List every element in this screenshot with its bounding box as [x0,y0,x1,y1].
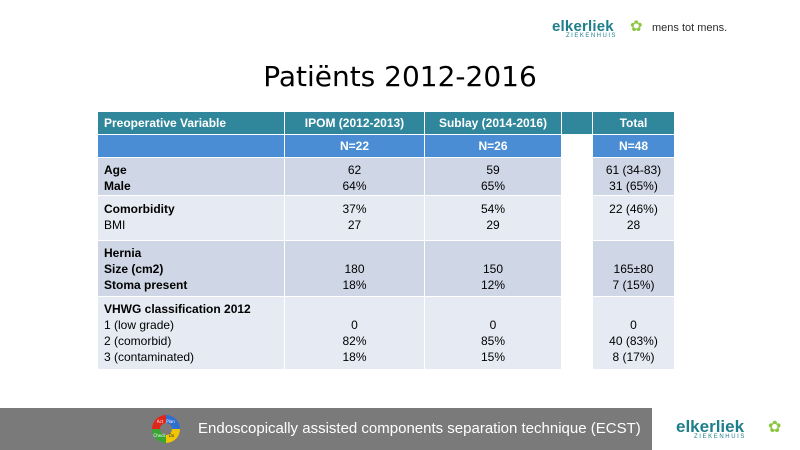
sublay-male: 65% [480,179,506,193]
group-demographics-ipom: 62 64% [285,158,424,195]
sublay-comorbidity: 54% [480,202,506,216]
sublay-stoma: 12% [480,278,506,292]
total-hernia [593,245,674,261]
header-ipom: IPOM (2012-2013) [285,112,424,134]
total-size: 165±80 [613,262,654,276]
sublay-grade-1: 0 [489,318,497,332]
sublay-grade-3: 15% [480,350,506,364]
sublay-bmi: 29 [486,218,500,232]
header-variable: Preoperative Variable [98,112,284,134]
header-total: Total [593,112,674,134]
group-comorbidity-ipom: 37% 27 [285,196,424,240]
footer-text: Endoscopically assisted components separ… [198,420,641,437]
group-demographics-sublay: 59 65% [425,158,561,195]
footer-bar: Plan Do Check Act Endoscopically assiste… [0,408,652,450]
group-hernia-ipom: 180 18% [285,241,424,296]
sublay-vhwg [425,301,561,317]
header-sublay: Sublay (2014-2016) [425,112,561,134]
footer-logo-subtitle: ZIEKENHUIS [694,434,747,440]
n-sublay: N=26 [425,135,561,157]
sprout-icon: ✿ [630,18,643,35]
pdca-label-plan: Plan [166,419,175,424]
ipom-stoma: 18% [342,278,367,292]
total-male: 31 (65%) [609,179,658,193]
total-grade-3: 8 (17%) [612,350,655,364]
patients-table: Preoperative Variable IPOM (2012-2013) S… [98,112,674,369]
total-grade-1: 0 [630,318,637,332]
n-total: N=48 [593,135,674,157]
total-vhwg [593,301,674,317]
label-vhwg: VHWG classification 2012 [104,302,251,316]
label-hernia: Hernia [104,246,142,260]
label-grade-2: 2 (comorbid) [104,334,172,348]
label-comorbidity: Comorbidity [104,202,175,216]
slide-title: Patiënts 2012-2016 [263,60,537,93]
sublay-hernia [425,245,561,261]
ipom-male: 64% [342,179,367,193]
total-bmi: 28 [626,218,641,232]
sublay-grade-2: 85% [480,334,506,348]
ipom-bmi: 27 [347,218,362,232]
group-vhwg-total: 0 40 (83%) 8 (17%) [593,297,674,369]
pdca-label-act: Act [157,419,164,424]
group-vhwg-sublay: 0 85% 15% [425,297,561,369]
label-stoma: Stoma present [104,278,188,292]
label-male: Male [104,179,131,193]
logo-wordmark: elkerliek [552,18,614,35]
footer-logo-wordmark: elkerliek [676,417,745,436]
group-demographics-labels: Age Male [98,158,284,195]
group-comorbidity-total: 22 (46%) 28 [593,196,674,240]
ipom-vhwg [285,301,424,317]
label-size: Size (cm2) [104,262,164,276]
header-gap [562,112,592,134]
ipom-age: 62 [347,163,362,177]
ipom-grade-1: 0 [351,318,358,332]
group-vhwg-labels: VHWG classification 2012 1 (low grade) 2… [98,297,284,369]
footer-logo: elkerliek ZIEKENHUIS ✿ [676,417,796,443]
footer-sprout-icon: ✿ [768,419,782,436]
pdca-cycle-icon: Plan Do Check Act [152,415,180,443]
logo-subtitle: ZIEKENHUIS [566,33,618,39]
sublay-size: 150 [482,262,504,276]
group-comorbidity-sublay: 54% 29 [425,196,561,240]
n-row-label [98,135,284,157]
label-grade-3: 3 (contaminated) [104,350,195,364]
total-stoma: 7 (15%) [612,278,655,292]
sublay-age: 59 [486,163,500,177]
logo-tagline: mens tot mens. [652,22,728,34]
pdca-label-check: Check [153,433,166,438]
label-age: Age [104,163,127,177]
total-grade-2: 40 (83%) [609,334,658,348]
label-bmi: BMI [104,218,126,232]
ipom-size: 180 [344,262,365,276]
pdca-label-do: Do [169,433,175,438]
n-ipom: N=22 [285,135,424,157]
total-comorbidity: 22 (46%) [609,202,658,216]
group-hernia-sublay: 150 12% [425,241,561,296]
group-hernia-total: 165±80 7 (15%) [593,241,674,296]
hospital-logo: elkerliek ZIEKENHUIS ✿ mens tot mens. [552,18,732,44]
group-comorbidity-labels: Comorbidity BMI [98,196,284,240]
ipom-grade-2: 82% [342,334,367,348]
ipom-comorbidity: 37% [342,202,367,216]
group-demographics-total: 61 (34-83) 31 (65%) [593,158,674,195]
ipom-hernia [285,245,424,261]
total-age: 61 (34-83) [605,163,662,177]
label-grade-1: 1 (low grade) [104,318,175,332]
group-hernia-labels: Hernia Size (cm2) Stoma present [98,241,284,296]
group-vhwg-ipom: 0 82% 18% [285,297,424,369]
ipom-grade-3: 18% [342,350,367,364]
